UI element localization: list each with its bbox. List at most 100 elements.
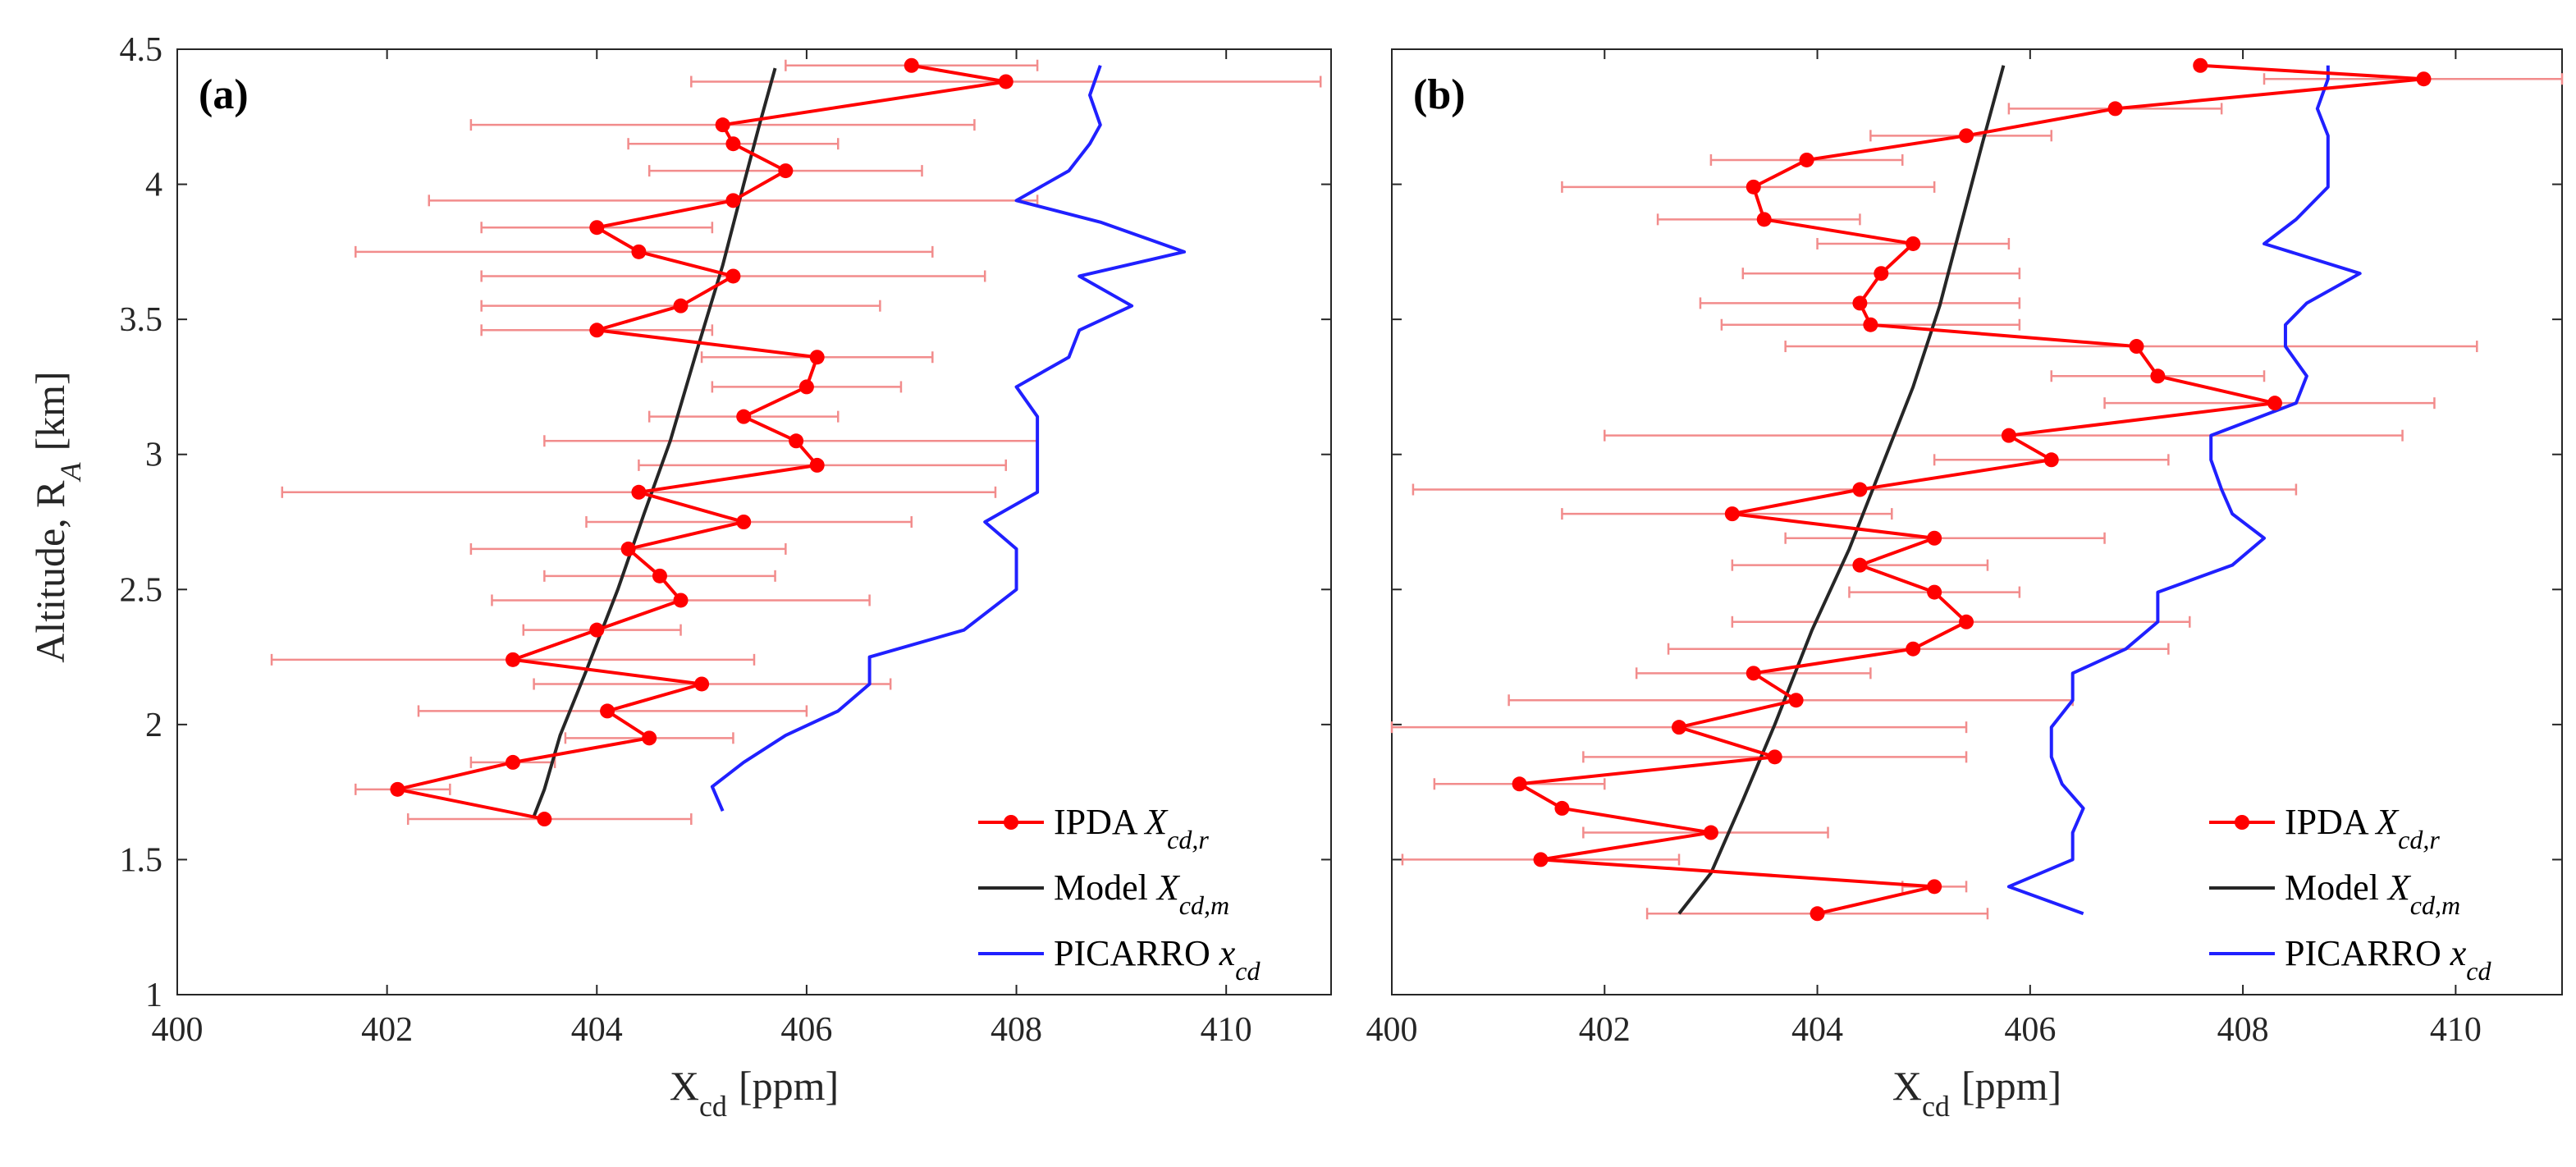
ipda-point xyxy=(589,622,605,638)
ipda-point xyxy=(1959,128,1974,144)
ipda-point xyxy=(2001,428,2016,443)
ipda-point xyxy=(1906,641,1921,657)
ipda-point xyxy=(725,268,741,284)
svg-text:IPDA Xcd,r: IPDA Xcd,r xyxy=(2285,802,2440,854)
ipda-point xyxy=(1788,693,1804,708)
x-tick-label: 410 xyxy=(2430,1011,2482,1049)
ipda-point xyxy=(1799,152,1814,167)
y-axis-label: Altitude, RA[km] xyxy=(27,371,87,662)
ipda-point xyxy=(1512,776,1527,792)
x-tick-label: 404 xyxy=(571,1011,623,1049)
ipda-point xyxy=(506,652,521,667)
ipda-point xyxy=(1863,317,1878,332)
ipda-point xyxy=(2150,368,2166,384)
x-tick-label: 406 xyxy=(780,1011,832,1049)
ipda-point xyxy=(589,220,605,236)
ipda-point xyxy=(673,593,689,608)
ipda-point xyxy=(1767,749,1782,765)
panel-label: (a) xyxy=(199,71,249,118)
ipda-point xyxy=(1959,614,1974,629)
ipda-point xyxy=(1852,295,1868,311)
ipda-point xyxy=(694,676,710,692)
y-tick-label: 3.5 xyxy=(120,301,163,339)
ipda-point xyxy=(736,409,752,424)
ipda-point xyxy=(778,163,794,179)
x-tick-label: 410 xyxy=(1201,1011,1252,1049)
x-tick-label: 408 xyxy=(2217,1011,2269,1049)
ipda-point xyxy=(600,703,615,719)
svg-text:Model Xcd,m: Model Xcd,m xyxy=(2285,867,2460,920)
legend-entry: Model Xcd,m xyxy=(978,867,1229,920)
legend-entry: IPDA Xcd,r xyxy=(978,802,1209,854)
ipda-point xyxy=(390,781,405,797)
x-tick-label: 404 xyxy=(1791,1011,1843,1049)
ipda-point xyxy=(2043,452,2059,468)
ipda-point xyxy=(1852,557,1868,573)
ipda-line xyxy=(396,63,1008,821)
ipda-point xyxy=(809,350,825,365)
ipda-point xyxy=(2129,339,2144,355)
error-bar xyxy=(1784,532,2106,544)
axes-box xyxy=(176,48,1332,995)
legend-entry: PICARRO xcd xyxy=(2209,933,2491,986)
y-tick-label: 2 xyxy=(145,707,162,744)
ipda-point xyxy=(798,379,814,395)
ipda-point xyxy=(1703,825,1718,840)
ipda-point xyxy=(1724,506,1740,522)
ipda-point xyxy=(1852,482,1868,497)
model-line xyxy=(1677,65,2006,915)
ipda-point xyxy=(2267,396,2282,411)
legend-entry: Model Xcd,m xyxy=(2209,867,2460,920)
ipda-point xyxy=(1927,584,1942,600)
y-tick-label: 3 xyxy=(145,437,162,474)
ipda-point xyxy=(2193,57,2208,73)
ipda-point xyxy=(725,136,741,152)
x-axis-label: Xcd [ppm] xyxy=(1892,1063,2061,1123)
ipda-point xyxy=(1927,879,1942,895)
ipda-point xyxy=(725,193,741,208)
axes-box xyxy=(1391,48,2563,995)
ipda-point xyxy=(631,484,647,500)
x-tick-label: 402 xyxy=(1579,1011,1631,1049)
ipda-point xyxy=(506,754,521,770)
ipda-point xyxy=(1554,800,1570,816)
svg-text:PICARRO xcd: PICARRO xcd xyxy=(1054,933,1261,986)
y-tick-label: 4.5 xyxy=(120,31,163,69)
x-axis-label: Xcd [ppm] xyxy=(670,1063,839,1123)
panel-a: 400 402 404 406 408 410 1 1.5 2 2.5 3 3.5 4 4.5 Xcd [pp… xyxy=(120,31,1332,1123)
svg-text:Model Xcd,m: Model Xcd,m xyxy=(1054,867,1229,920)
svg-text:PICARRO xcd: PICARRO xcd xyxy=(2285,933,2491,986)
ipda-point xyxy=(904,57,919,73)
ipda-point xyxy=(809,457,825,473)
ipda-point xyxy=(620,541,636,556)
ipda-point xyxy=(1746,666,1761,681)
y-tick-label: 4 xyxy=(145,167,162,204)
ipda-point xyxy=(589,323,605,338)
ipda-point xyxy=(631,244,647,259)
ipda-point xyxy=(1746,179,1761,194)
picarro-line xyxy=(2006,65,2362,916)
y-tick-label: 2.5 xyxy=(120,571,163,609)
panel-b: 400 402 404 406 408 410 Xcd [ppm] (b) IPDA Xcd,r M… xyxy=(1366,48,2564,1123)
ipda-point xyxy=(1874,266,1889,281)
ipda-point xyxy=(1927,530,1942,546)
svg-text:IPDA Xcd,r: IPDA Xcd,r xyxy=(1054,802,1209,854)
picarro-line xyxy=(710,65,1187,812)
panel-label: (b) xyxy=(1413,71,1466,118)
y-tick-label: 1.5 xyxy=(120,841,163,879)
error-bar xyxy=(533,678,892,690)
ipda-point xyxy=(1672,720,1687,735)
ipda-point xyxy=(1756,212,1772,227)
x-tick-label: 406 xyxy=(2004,1011,2056,1049)
ipda-point xyxy=(2416,71,2432,87)
ipda-point xyxy=(1906,236,1921,251)
x-tick-label: 408 xyxy=(991,1011,1042,1049)
legend-entry: IPDA Xcd,r xyxy=(2209,802,2440,854)
ipda-point xyxy=(642,730,657,746)
x-tick-label: 400 xyxy=(1366,1011,1418,1049)
legend-entry: PICARRO xcd xyxy=(978,933,1261,986)
x-tick-label: 402 xyxy=(361,1011,413,1049)
ipda-point xyxy=(652,568,667,584)
y-tick-label: 1 xyxy=(145,977,162,1014)
